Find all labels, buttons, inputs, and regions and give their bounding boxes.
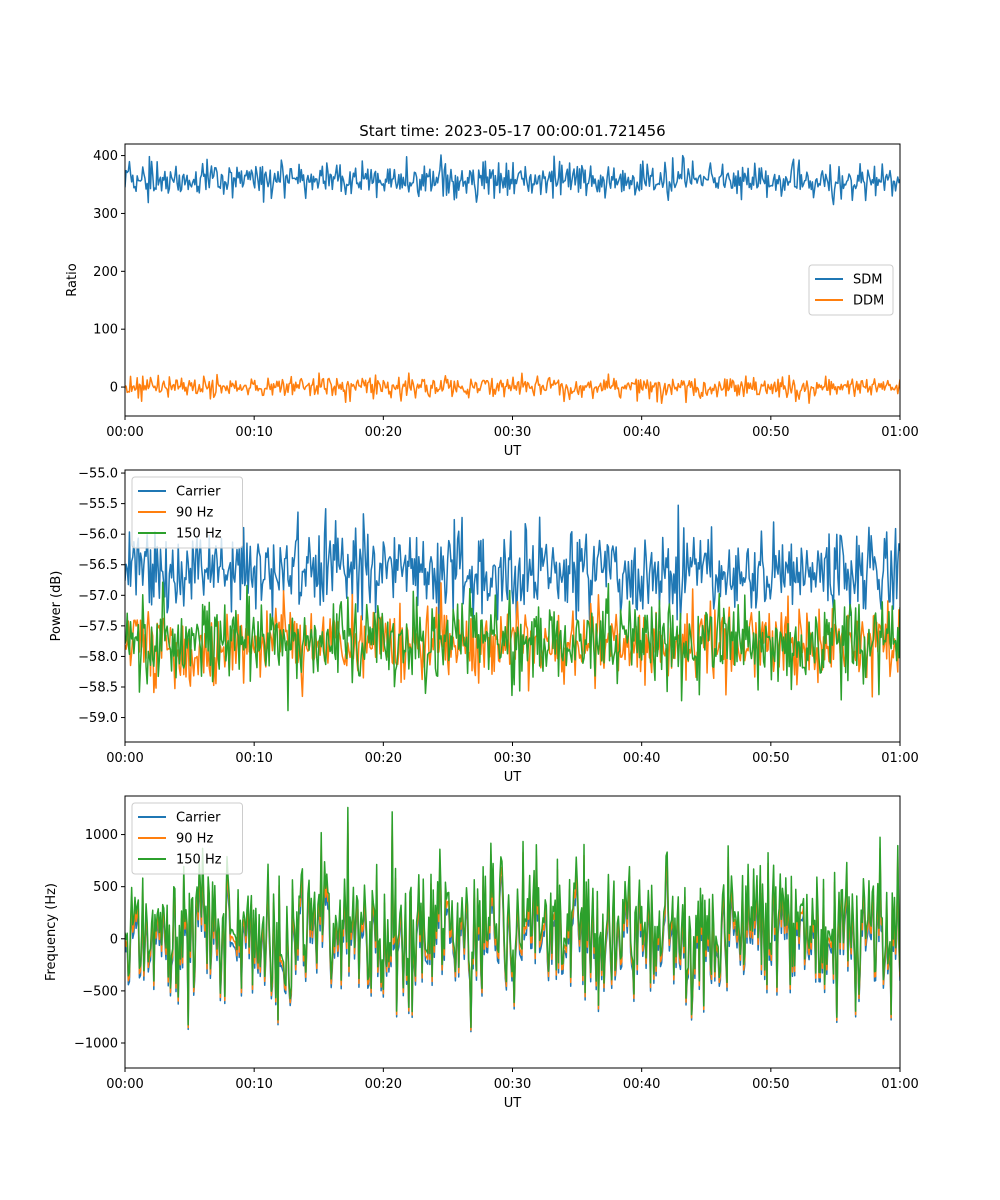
series-line-150-hz bbox=[125, 806, 900, 1029]
y-axis-label: Power (dB) bbox=[49, 571, 64, 642]
x-tick-label: 00:50 bbox=[752, 751, 789, 766]
y-axis-label: Ratio bbox=[65, 263, 80, 296]
y-tick-label: −500 bbox=[82, 984, 118, 999]
legend-label: 150 Hz bbox=[176, 853, 222, 868]
y-tick-label: −59.0 bbox=[78, 711, 118, 726]
x-tick-label: 00:00 bbox=[106, 1077, 143, 1092]
y-axis-label: Frequency (Hz) bbox=[44, 883, 59, 981]
x-tick-label: 00:10 bbox=[235, 425, 272, 440]
subplot-1: 00:00 00:10 00:20 00:30 00:40 00:50 01:00 0 100 2… bbox=[65, 143, 919, 459]
legend-box bbox=[131, 802, 243, 875]
legend-box bbox=[131, 476, 243, 549]
y-tick-label: 400 bbox=[93, 149, 118, 164]
x-tick-label: 00:40 bbox=[623, 1077, 660, 1092]
x-tick-label: 00:20 bbox=[365, 751, 402, 766]
x-tick-label: 01:00 bbox=[881, 1077, 918, 1092]
subplots: 00:00 00:10 00:20 00:30 00:40 00:50 01:00 0 100 2… bbox=[44, 143, 919, 1111]
x-tick-label: 00:30 bbox=[494, 751, 531, 766]
series-line-150-hz bbox=[125, 581, 900, 712]
series-line-ddm bbox=[125, 372, 900, 405]
x-tick-label: 00:30 bbox=[494, 1077, 531, 1092]
subplot-2: 00:00 00:10 00:20 00:30 00:40 00:50 01:00 −59.0… bbox=[49, 467, 919, 785]
x-axis-label: UT bbox=[504, 1096, 522, 1111]
legend: Carrier 90 Hz 150 Hz bbox=[131, 802, 243, 875]
subplot-3: 00:00 00:10 00:20 00:30 00:40 00:50 01:00 −1000… bbox=[44, 795, 919, 1111]
y-tick-label: −56.5 bbox=[78, 558, 118, 573]
y-tick-label: 1000 bbox=[85, 828, 118, 843]
x-tick-label: 00:10 bbox=[235, 1077, 272, 1092]
y-tick-label: −55.0 bbox=[78, 467, 118, 482]
legend-label: SDM bbox=[853, 273, 882, 288]
legend-box bbox=[808, 264, 894, 316]
x-tick-label: 00:00 bbox=[106, 425, 143, 440]
legend: Carrier 90 Hz 150 Hz bbox=[131, 476, 243, 549]
y-tick-label: 500 bbox=[93, 880, 118, 895]
x-tick-label: 00:10 bbox=[235, 751, 272, 766]
series-line-sdm bbox=[125, 154, 900, 206]
y-tick-label: 0 bbox=[110, 932, 118, 947]
y-tick-label: −57.0 bbox=[78, 589, 118, 604]
x-tick-label: 00:40 bbox=[623, 751, 660, 766]
y-tick-label: −1000 bbox=[74, 1036, 118, 1051]
plot-area bbox=[125, 504, 900, 712]
x-tick-label: 01:00 bbox=[881, 425, 918, 440]
chart-title: Start time: 2023-05-17 00:00:01.721456 bbox=[359, 122, 665, 140]
y-tick-label: 300 bbox=[93, 207, 118, 222]
legend-label: 150 Hz bbox=[176, 527, 222, 542]
x-tick-label: 00:20 bbox=[365, 1077, 402, 1092]
legend-label: Carrier bbox=[176, 485, 221, 500]
plot-area bbox=[125, 154, 900, 405]
legend-label: DDM bbox=[853, 294, 884, 309]
x-tick-label: 01:00 bbox=[881, 751, 918, 766]
y-tick-label: −58.0 bbox=[78, 650, 118, 665]
legend-label: 90 Hz bbox=[176, 506, 213, 521]
x-tick-label: 00:20 bbox=[365, 425, 402, 440]
y-tick-label: 100 bbox=[93, 323, 118, 338]
y-tick-label: 200 bbox=[93, 265, 118, 280]
y-tick-label: −55.5 bbox=[78, 497, 118, 512]
y-tick-label: −57.5 bbox=[78, 619, 118, 634]
x-axis-label: UT bbox=[504, 444, 522, 459]
x-tick-label: 00:40 bbox=[623, 425, 660, 440]
series-line-carrier bbox=[125, 504, 900, 621]
legend: SDM DDM bbox=[808, 264, 894, 316]
x-tick-label: 00:00 bbox=[106, 751, 143, 766]
plot-area bbox=[125, 806, 900, 1033]
x-tick-label: 00:50 bbox=[752, 1077, 789, 1092]
x-axis-label: UT bbox=[504, 770, 522, 785]
x-tick-label: 00:30 bbox=[494, 425, 531, 440]
legend-label: Carrier bbox=[176, 811, 221, 826]
legend-label: 90 Hz bbox=[176, 832, 213, 847]
y-tick-label: −56.0 bbox=[78, 528, 118, 543]
y-tick-label: −58.5 bbox=[78, 680, 118, 695]
y-tick-label: 0 bbox=[110, 381, 118, 396]
x-tick-label: 00:50 bbox=[752, 425, 789, 440]
